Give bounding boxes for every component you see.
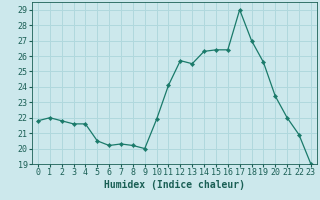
X-axis label: Humidex (Indice chaleur): Humidex (Indice chaleur) [104,180,245,190]
